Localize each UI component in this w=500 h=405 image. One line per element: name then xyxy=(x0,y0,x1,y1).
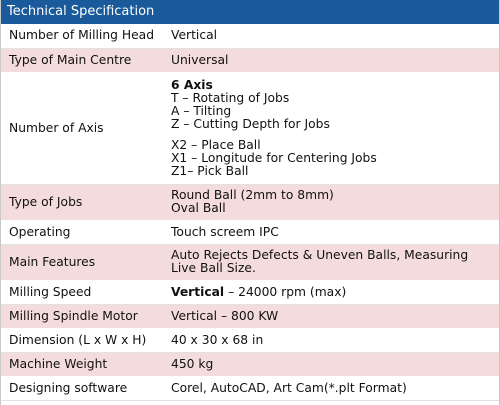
table-row: Milling Spindle Motor Vertical – 800 KW xyxy=(1,304,499,329)
row-label: Type of Main Centre xyxy=(1,48,165,73)
row-value: Auto Rejects Defects & Uneven Balls, Mea… xyxy=(165,244,499,281)
row-label: Number of Milling Head xyxy=(1,24,165,49)
row-value: Round Ball (2mm to 8mm) Oval Ball xyxy=(165,184,499,221)
row-value: 6 Axis T – Rotating of Jobs A – Tilting … xyxy=(165,72,499,185)
row-label: Number of Axis xyxy=(1,72,165,185)
row-value: Universal xyxy=(165,48,499,73)
axis-line: Z1– Pick Ball xyxy=(171,163,249,178)
table-row: Milling Speed Vertical – 24000 rpm (max) xyxy=(1,280,499,305)
row-label: Operating xyxy=(1,220,165,245)
table-row: Type of Main Centre Universal xyxy=(1,48,499,73)
axis-line: T – Rotating of Jobs xyxy=(171,90,290,105)
row-label: Designing software xyxy=(1,376,165,401)
table-row: Machine Weight 450 kg xyxy=(1,352,499,377)
value-line: Live Ball Size. xyxy=(171,261,256,275)
table-row: Number of Axis 6 Axis T – Rotating of Jo… xyxy=(1,72,499,185)
table-title: Technical Specification xyxy=(1,0,499,24)
value-bold: Vertical xyxy=(171,284,225,299)
row-label: Dimension (L x W x H) xyxy=(1,328,165,353)
row-label: Main Features xyxy=(1,244,165,281)
table-row: Number of Milling Head Vertical xyxy=(1,24,499,49)
row-label: Machine Weight xyxy=(1,352,165,377)
axis-line: Z – Cutting Depth for Jobs xyxy=(171,116,330,131)
row-label: Milling Spindle Motor xyxy=(1,304,165,329)
table-row: Main Features Auto Rejects Defects & Une… xyxy=(1,244,499,281)
row-value: 450 kg xyxy=(165,352,499,377)
value-line: Round Ball (2mm to 8mm) xyxy=(171,188,334,202)
value-line: Oval Ball xyxy=(171,201,226,215)
value-rest: – 24000 rpm (max) xyxy=(224,284,347,299)
row-value: Corel, AutoCAD, Art Cam(*.plt Format) xyxy=(165,376,499,401)
table-row: Dimension (L x W x H) 40 x 30 x 68 in xyxy=(1,328,499,353)
axis-line: X2 – Place Ball xyxy=(171,137,261,152)
row-value: Vertical xyxy=(165,24,499,49)
row-value: Vertical – 24000 rpm (max) xyxy=(165,280,499,305)
value-line: Auto Rejects Defects & Uneven Balls, Mea… xyxy=(171,248,469,262)
row-label: Type of Jobs xyxy=(1,184,165,221)
table-row: Operating Touch screem IPC xyxy=(1,220,499,245)
row-value: 40 x 30 x 68 in xyxy=(165,328,499,353)
table-row: Designing software Corel, AutoCAD, Art C… xyxy=(1,376,499,401)
axis-line: X1 – Longitude for Centering Jobs xyxy=(171,150,377,165)
spec-table: Number of Milling Head Vertical Type of … xyxy=(1,24,499,401)
row-value: Touch screem IPC xyxy=(165,220,499,245)
axis-heading: 6 Axis xyxy=(171,77,213,92)
axis-line: A – Tilting xyxy=(171,103,232,118)
row-value: Vertical – 800 KW xyxy=(165,304,499,329)
table-row: Type of Jobs Round Ball (2mm to 8mm) Ova… xyxy=(1,184,499,221)
row-label: Milling Speed xyxy=(1,280,165,305)
